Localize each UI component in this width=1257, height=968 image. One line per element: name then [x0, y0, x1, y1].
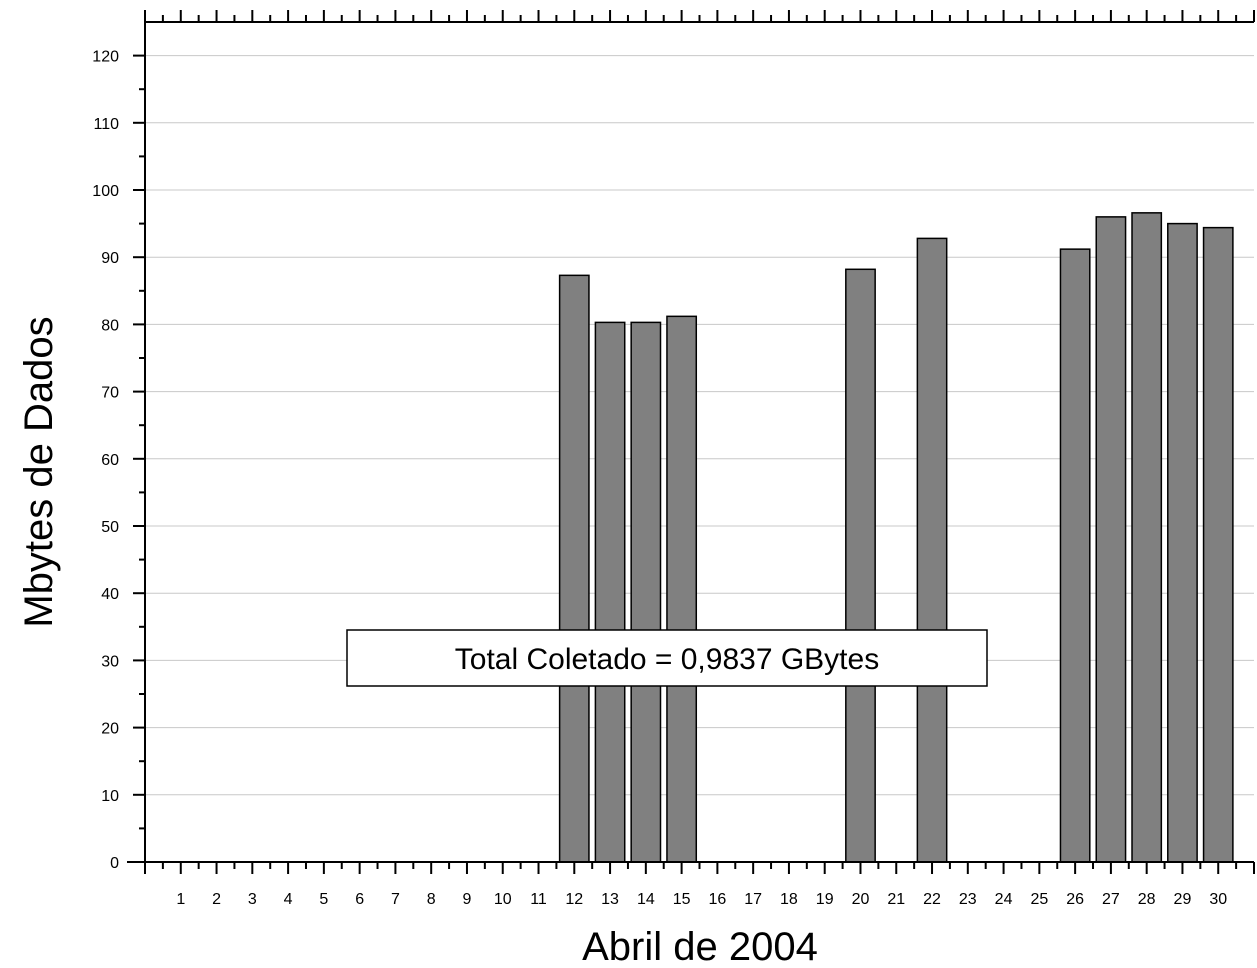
x-tick-label: 16	[708, 891, 726, 908]
y-tick-label: 10	[101, 788, 119, 805]
x-tick-label: 1	[176, 891, 185, 908]
x-tick-label: 12	[565, 891, 583, 908]
y-tick-label: 50	[101, 519, 119, 536]
x-tick-label: 23	[959, 891, 977, 908]
bar-day-15	[666, 315, 698, 863]
x-tick-label: 24	[995, 891, 1013, 908]
bar-day-12	[558, 274, 590, 863]
bar-day-27	[1095, 216, 1127, 863]
x-tick-label: 4	[284, 891, 293, 908]
x-tick-label: 6	[355, 891, 364, 908]
x-tick-label: 7	[391, 891, 400, 908]
x-tick-label: 28	[1138, 891, 1156, 908]
x-tick-label: 11	[530, 891, 547, 908]
bar-day-30	[1202, 226, 1234, 863]
x-tick-label: 27	[1102, 891, 1120, 908]
annotation-box-frame	[346, 629, 988, 687]
y-tick-label: 40	[101, 586, 119, 603]
x-tick-label: 21	[887, 891, 905, 908]
x-tick-label: 17	[744, 891, 762, 908]
y-tick-label: 60	[101, 452, 119, 469]
x-tick-label: 2	[212, 891, 221, 908]
y-tick-label: 80	[101, 317, 119, 334]
y-tick-label: 90	[101, 250, 119, 267]
bar-day-22	[916, 237, 948, 863]
y-tick-label: 20	[101, 721, 119, 738]
bar-day-13	[594, 321, 626, 863]
y-axis-ticks: 0 10 20 30 40 50 60 70 80 90 100 110 120	[92, 49, 145, 872]
bar-day-28	[1131, 212, 1163, 863]
x-tick-label: 19	[816, 891, 834, 908]
x-tick-label: 5	[319, 891, 328, 908]
bar-day-26	[1059, 248, 1091, 863]
x-tick-label: 29	[1174, 891, 1192, 908]
x-tick-label: 18	[780, 891, 798, 908]
y-tick-label: 30	[101, 653, 119, 670]
x-tick-label: 22	[923, 891, 941, 908]
x-tick-label: 9	[463, 891, 472, 908]
x-tick-label: 13	[601, 891, 619, 908]
y-axis-title: Mbytes de Dados	[17, 316, 61, 627]
x-tick-label: 8	[427, 891, 436, 908]
x-tick-label: 20	[852, 891, 870, 908]
x-tick-label: 3	[248, 891, 257, 908]
x-tick-label: 30	[1209, 891, 1227, 908]
y-tick-label: 100	[92, 183, 119, 200]
y-tick-label: 120	[92, 49, 119, 66]
annotation-box: Total Coletado = 0,9837 GBytes	[346, 629, 988, 687]
bar-day-29	[1167, 222, 1198, 863]
x-tick-label: 10	[494, 891, 512, 908]
y-tick-label: 70	[101, 385, 119, 402]
y-tick-label: 110	[93, 116, 119, 133]
grid-lines	[145, 55, 1254, 796]
bar-day-20	[845, 268, 876, 863]
x-tick-label: 15	[673, 891, 691, 908]
y-tick-label: 0	[110, 855, 119, 872]
x-tick-label: 14	[637, 891, 655, 908]
bar-day-14	[630, 321, 662, 863]
x-axis-title: Abril de 2004	[582, 925, 818, 968]
bars	[558, 212, 1234, 863]
x-tick-label: 25	[1030, 891, 1048, 908]
x-axis-ticks: 1 2 3 4 5 6 7 8 9 10 11 12 13 14 15 16 17 18 19 20 21 22 23 24 2…	[144, 10, 1255, 908]
x-tick-label: 26	[1066, 891, 1084, 908]
annotation-text: Total Coletado = 0,9837 GBytes	[455, 643, 879, 676]
